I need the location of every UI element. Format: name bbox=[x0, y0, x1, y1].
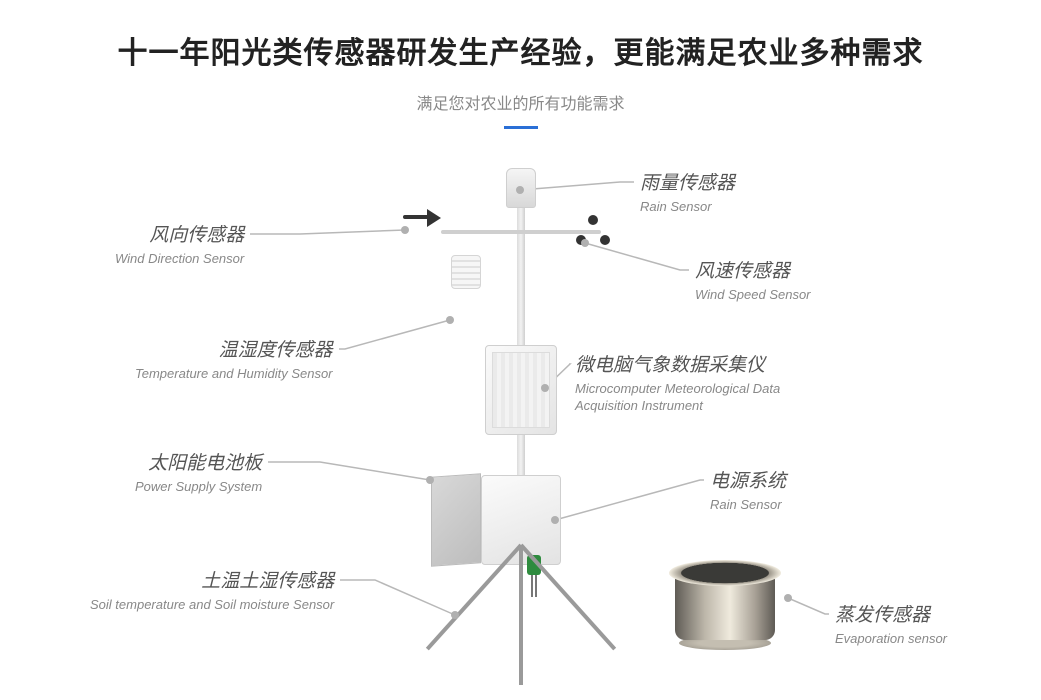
callout-dot bbox=[426, 476, 434, 484]
callout-cn: 蒸发传感器 bbox=[835, 600, 947, 627]
callout-cn: 雨量传感器 bbox=[640, 168, 735, 195]
callout-dot bbox=[541, 384, 549, 392]
callout-label: 雨量传感器 Rain Sensor bbox=[640, 168, 735, 214]
callout-label: 土温土湿传感器 Soil temperature and Soil moistur… bbox=[90, 566, 334, 612]
callout-cn: 土温土湿传感器 bbox=[90, 566, 334, 593]
callout-en: Rain Sensor bbox=[710, 497, 786, 512]
callout-cn: 电源系统 bbox=[710, 466, 786, 493]
callout-label: 太阳能电池板 Power Supply System bbox=[135, 448, 262, 494]
title-underline bbox=[504, 126, 538, 129]
page-subtitle: 满足您对农业的所有功能需求 bbox=[0, 90, 1041, 114]
callout-label: 温湿度传感器 Temperature and Humidity Sensor bbox=[135, 335, 333, 381]
callout-label: 蒸发传感器 Evaporation sensor bbox=[835, 600, 947, 646]
evaporation-pan-icon bbox=[665, 555, 785, 650]
callout-label: 风速传感器 Wind Speed Sensor bbox=[695, 256, 811, 302]
callout-en: Wind Direction Sensor bbox=[115, 251, 244, 266]
callout-dot bbox=[551, 516, 559, 524]
header: 十一年阳光类传感器研发生产经验，更能满足农业多种需求 满足您对农业的所有功能需求 bbox=[0, 0, 1041, 129]
callout-cn: 太阳能电池板 bbox=[135, 448, 262, 475]
callout-label: 电源系统 Rain Sensor bbox=[710, 466, 786, 512]
callout-label: 微电脑气象数据采集仪 Microcomputer Meteorological D… bbox=[575, 350, 785, 415]
callout-cn: 风向传感器 bbox=[115, 220, 244, 247]
callout-en: Rain Sensor bbox=[640, 199, 735, 214]
temp-humid-shield-icon bbox=[451, 255, 481, 289]
sensor-diagram: 风向传感器 Wind Direction Sensor 温湿度传感器 Temperat… bbox=[0, 150, 1041, 700]
callout-dot bbox=[446, 316, 454, 324]
callout-en: Power Supply System bbox=[135, 479, 262, 494]
callout-dot bbox=[401, 226, 409, 234]
callout-dot bbox=[451, 611, 459, 619]
callout-en: Temperature and Humidity Sensor bbox=[135, 366, 333, 381]
callout-cn: 微电脑气象数据采集仪 bbox=[575, 350, 785, 377]
page-title: 十一年阳光类传感器研发生产经验，更能满足农业多种需求 bbox=[0, 28, 1041, 72]
callout-dot bbox=[581, 239, 589, 247]
callout-cn: 风速传感器 bbox=[695, 256, 811, 283]
callout-en: Soil temperature and Soil moisture Senso… bbox=[90, 597, 334, 612]
tripod-icon bbox=[401, 545, 641, 685]
callout-dot bbox=[516, 186, 524, 194]
callout-cn: 温湿度传感器 bbox=[135, 335, 333, 362]
callout-en: Evaporation sensor bbox=[835, 631, 947, 646]
callout-en: Microcomputer Meteorological Data Acquis… bbox=[575, 381, 785, 415]
callout-en: Wind Speed Sensor bbox=[695, 287, 811, 302]
callout-dot bbox=[784, 594, 792, 602]
callout-label: 风向传感器 Wind Direction Sensor bbox=[115, 220, 244, 266]
